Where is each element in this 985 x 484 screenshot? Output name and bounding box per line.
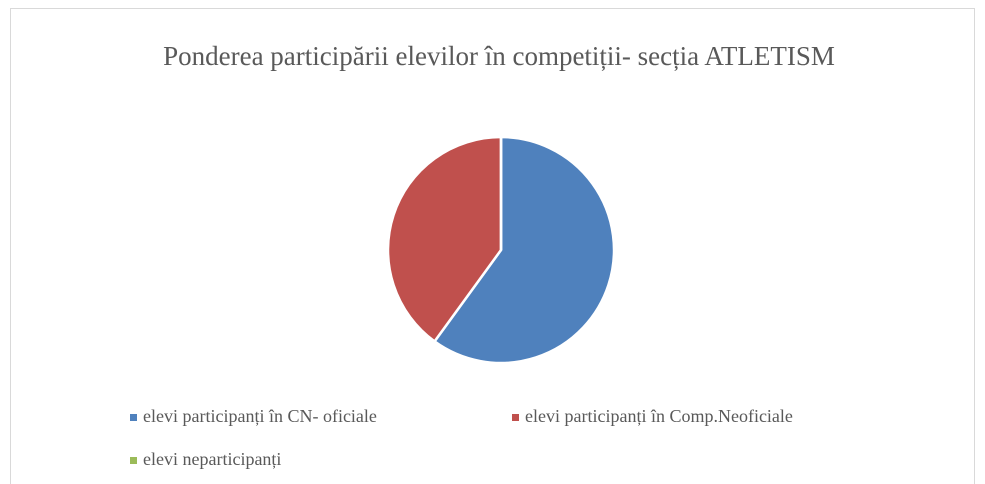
legend-label: elevi neparticipanți xyxy=(143,449,281,469)
legend-marker xyxy=(130,457,137,464)
legend-marker xyxy=(130,414,137,421)
legend-label: elevi participanți în Comp.Neoficiale xyxy=(525,406,793,426)
legend-marker xyxy=(512,414,519,421)
chart-border xyxy=(10,8,975,484)
pie-slice xyxy=(386,135,503,344)
pie-slice xyxy=(432,135,616,365)
chart-title: Ponderea participării elevilor în compet… xyxy=(163,41,835,71)
legend-label: elevi participanți în CN- oficiale xyxy=(143,406,377,426)
